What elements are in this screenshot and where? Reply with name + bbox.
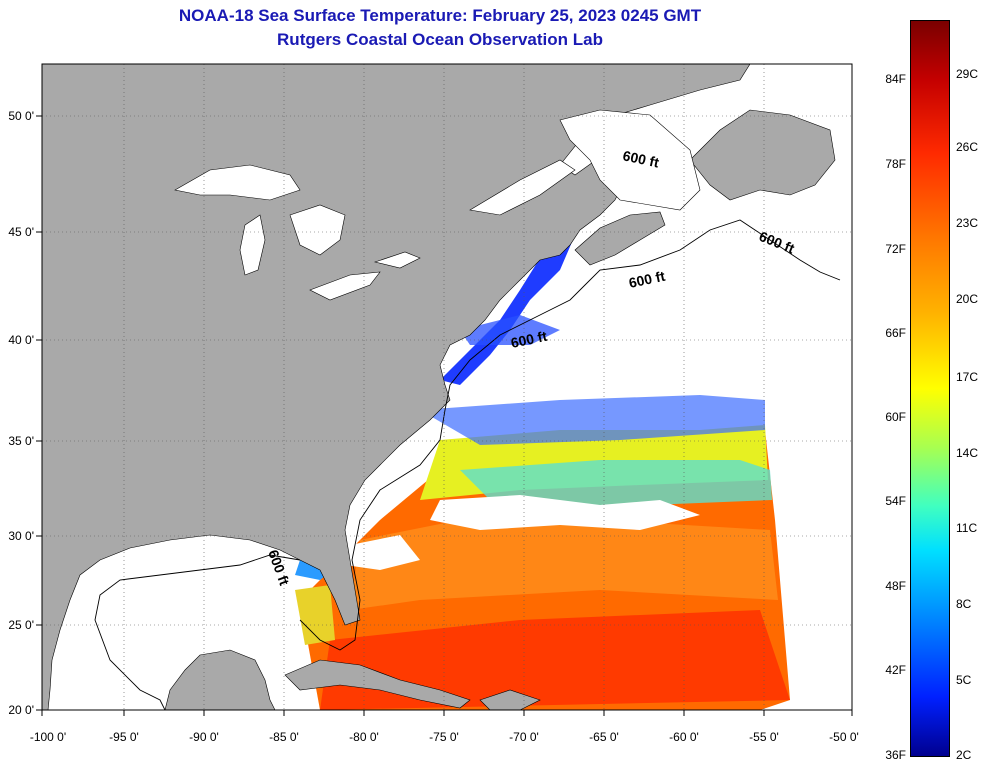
sst-band-orange	[350, 520, 778, 610]
lat-label: 25 0'	[8, 618, 34, 632]
gulf-st-lawrence	[559, 109, 701, 211]
colorbar-f-label: 54F	[885, 494, 906, 508]
colorbar-f-label: 42F	[885, 663, 906, 677]
colorbar-f-label: 36F	[885, 748, 906, 762]
land-newfoundland	[689, 109, 836, 201]
colorbar-c-label: 20C	[956, 292, 979, 306]
colorbar-f-label: 66F	[885, 326, 906, 340]
land-cuba	[284, 659, 471, 709]
cold-water-northeast	[440, 235, 575, 385]
colorbar-c-label: 11C	[956, 521, 978, 535]
lat-label: 35 0'	[8, 434, 34, 448]
lon-label: -75 0'	[429, 730, 459, 744]
map-title: NOAA-18 Sea Surface Temperature: Februar…	[178, 6, 702, 25]
isobath-label: 600 ft	[509, 328, 548, 351]
lat-label: 30 0'	[8, 529, 34, 543]
cloud-patch	[345, 535, 420, 570]
lon-label: -80 0'	[349, 730, 379, 744]
lon-label: -55 0'	[749, 730, 779, 744]
temperature-colorbar	[910, 20, 950, 757]
lon-label: -95 0'	[109, 730, 139, 744]
lat-label: 40 0'	[8, 333, 34, 347]
great-lakes	[174, 164, 301, 201]
st-lawrence-river	[469, 159, 576, 216]
great-lakes	[289, 204, 346, 256]
colorbar-f-label: 60F	[885, 410, 906, 424]
lon-label: -60 0'	[669, 730, 699, 744]
land-nova-scotia	[574, 211, 666, 266]
sst-red-south	[320, 610, 790, 710]
lon-label: -100 0'	[29, 730, 67, 744]
colorbar-c-label: 17C	[956, 370, 979, 384]
lon-label: -50 0'	[829, 730, 859, 744]
colorbar-f-label: 72F	[885, 242, 906, 256]
lon-label: -65 0'	[589, 730, 619, 744]
lat-label: 45 0'	[8, 225, 34, 239]
great-lakes	[373, 251, 421, 269]
isobath-label: 600 ft	[621, 147, 660, 170]
warm-gulf-edge	[295, 585, 335, 645]
land-yucatan	[164, 649, 276, 710]
cloud-patch	[430, 495, 700, 530]
great-lakes	[239, 214, 266, 276]
lon-label: -70 0'	[509, 730, 539, 744]
map-subtitle: Rutgers Coastal Ocean Observation Lab	[277, 30, 603, 49]
lon-label: -85 0'	[269, 730, 299, 744]
map-frame	[41, 63, 853, 711]
lat-label: 50 0'	[8, 109, 34, 123]
colorbar-c-label: 23C	[956, 216, 979, 230]
graticule	[42, 64, 852, 710]
colorbar-c-label: 5C	[956, 673, 972, 687]
colorbar-f-label: 48F	[885, 579, 906, 593]
axis-ticks	[36, 115, 853, 716]
colorbar-c-label: 2C	[956, 748, 972, 762]
colorbar-c-label: 26C	[956, 140, 979, 154]
land-hispaniola	[479, 689, 541, 710]
sst-band-blue	[420, 395, 765, 445]
isobath-600ft-line	[299, 219, 841, 651]
colorbar-c-label: 29C	[956, 67, 979, 81]
lon-label: -90 0'	[189, 730, 219, 744]
colorbar-f-label: 84F	[885, 72, 906, 86]
isobath-label: 600 ft	[627, 268, 666, 291]
lat-label: 20 0'	[8, 703, 34, 717]
colorbar-f-label: 78F	[885, 157, 906, 171]
great-lakes	[309, 271, 381, 301]
colorbar-c-label: 14C	[956, 446, 979, 460]
colorbar-c-label: 8C	[956, 597, 972, 611]
isobath-gulf-line	[94, 554, 301, 710]
